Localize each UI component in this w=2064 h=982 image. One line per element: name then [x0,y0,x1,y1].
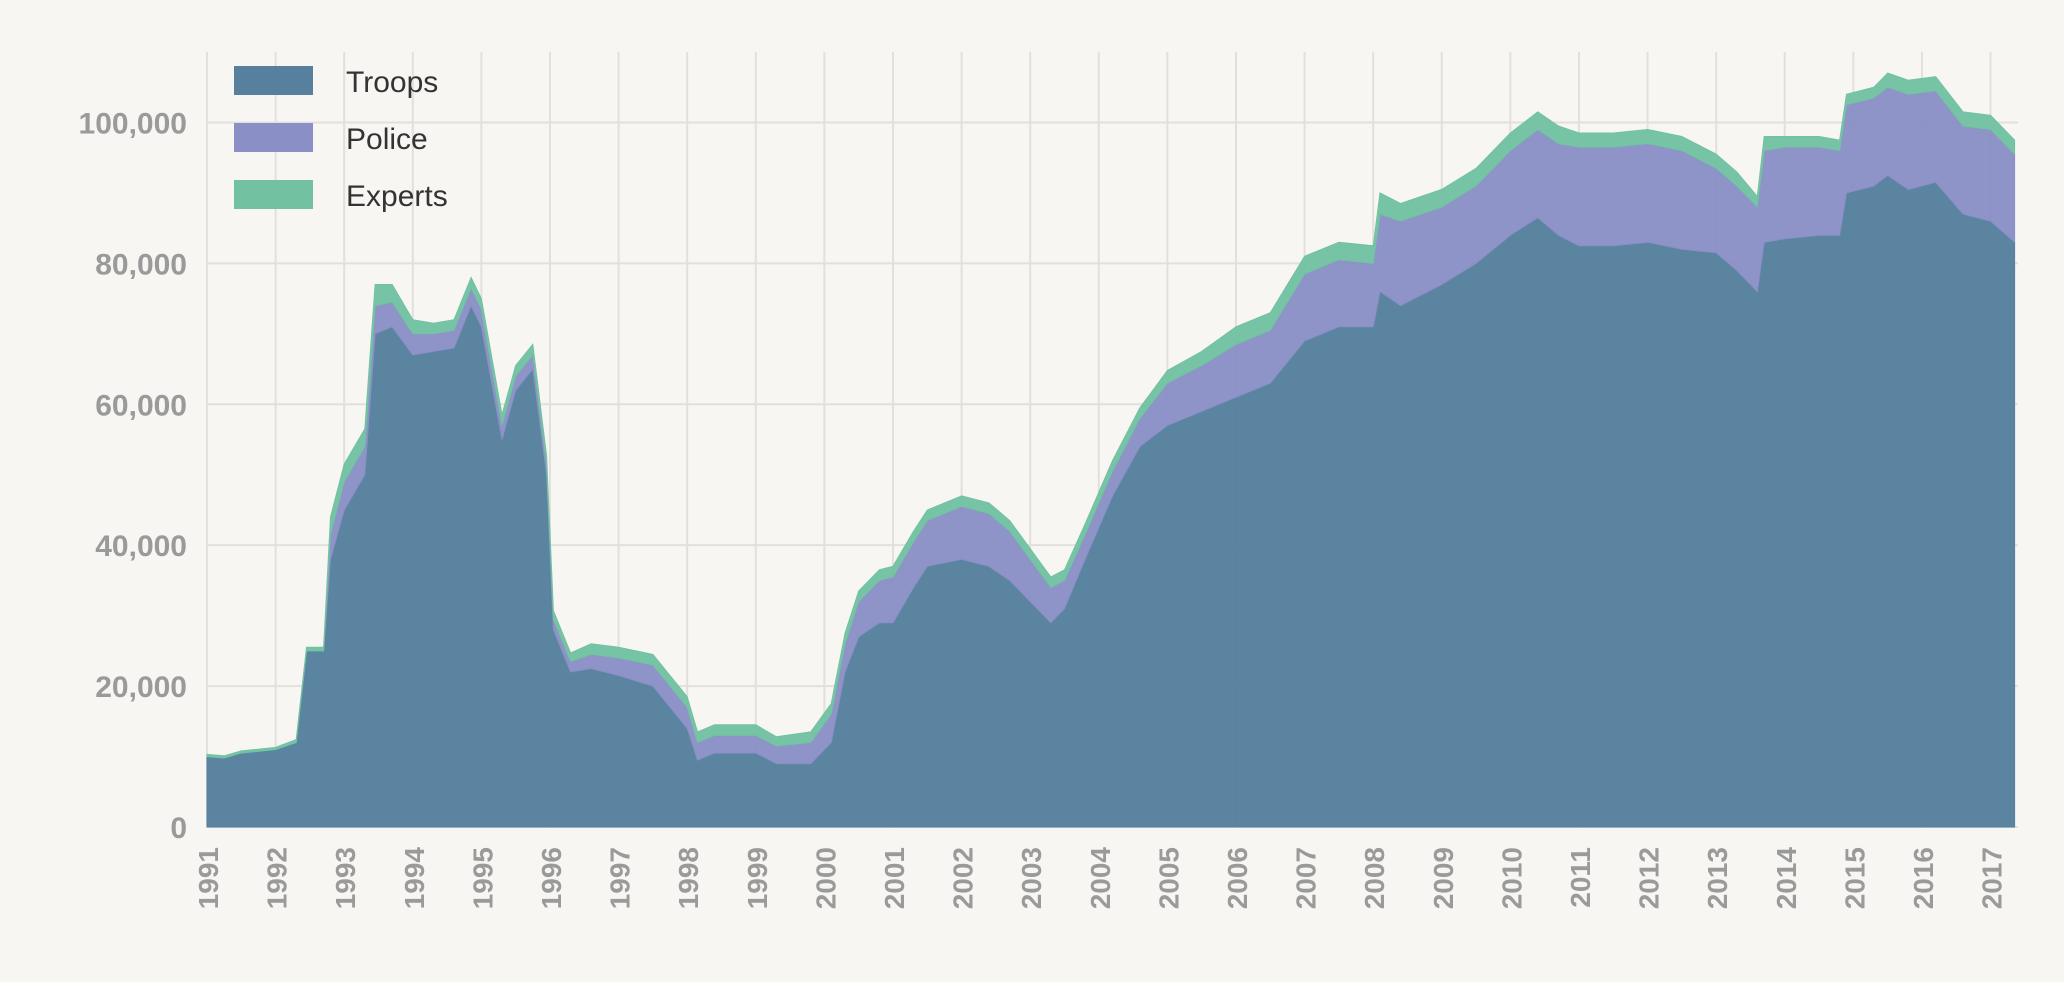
y-tick-label: 40,000 [95,530,187,563]
legend-swatch [234,180,313,209]
x-tick-label: 2016 [1908,847,1939,909]
x-tick-label: 1994 [399,847,430,910]
x-tick-label: 1997 [605,847,636,909]
legend-label: Police [346,123,428,156]
x-tick-label: 2006 [1222,847,1253,909]
x-tick-label: 2004 [1085,847,1116,910]
y-tick-label: 60,000 [95,389,187,422]
y-tick-label: 20,000 [95,671,187,704]
x-tick-label: 1991 [193,847,224,909]
x-tick-label: 2000 [810,847,841,909]
area [206,72,2016,759]
x-tick-label: 2002 [948,847,979,909]
legend-swatch [234,66,313,95]
y-tick-label: 80,000 [95,248,187,281]
x-tick-label: 2009 [1428,847,1459,909]
areas [206,72,2016,828]
x-tick-label: 2017 [1977,847,2008,909]
x-tick-label: 2007 [1291,847,1322,909]
x-tick-label: 2011 [1565,847,1596,908]
legend: Troops Police Experts [234,66,448,213]
x-tick-label: 1996 [536,847,567,909]
x-tick-label: 2005 [1153,847,1184,909]
x-tick-label: 1992 [262,847,293,909]
x-tick-label: 2010 [1496,847,1527,909]
x-tick-label: 2014 [1771,847,1802,910]
legend-label: Troops [346,66,438,99]
x-tick-label: 1998 [673,847,704,909]
x-tick-label: 1993 [330,847,361,909]
x-tick-label: 1995 [467,847,498,909]
y-tick-label: 0 [170,812,187,845]
x-tick-label: 2013 [1702,847,1733,909]
legend-label: Experts [346,180,448,213]
axes: 0 20,000 40,000 60,000 80,000 100,000 1991 1992… [79,107,2008,909]
legend-swatch [234,123,313,152]
x-tick-label: 2012 [1634,847,1665,909]
x-tick-label: 2003 [1016,847,1047,909]
x-tick-label: 2015 [1839,847,1870,909]
x-tick-label: 1999 [742,847,773,909]
x-tick-label: 2008 [1359,847,1390,909]
x-tick-label: 2001 [879,847,910,909]
y-tick-label: 100,000 [79,107,187,140]
